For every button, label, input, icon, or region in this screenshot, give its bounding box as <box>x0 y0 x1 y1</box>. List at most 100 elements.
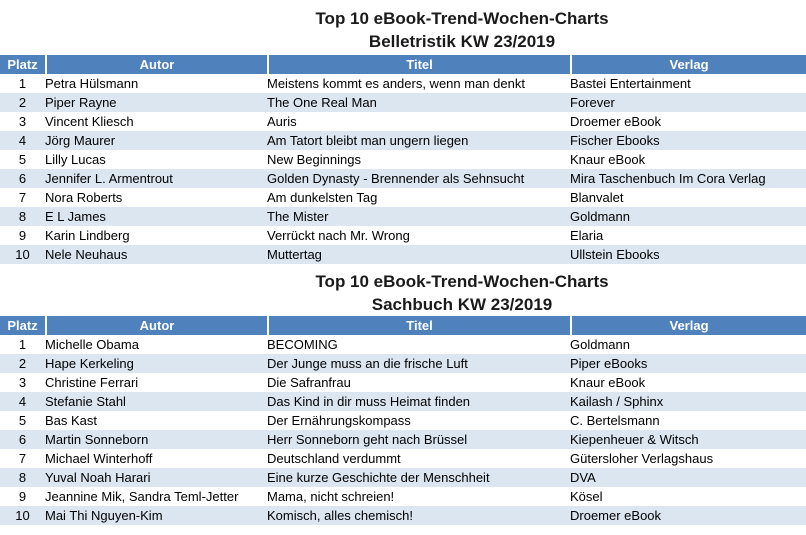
column-header-verlag: Verlag <box>570 55 806 74</box>
cell-titel: New Beginnings <box>267 152 361 167</box>
cell-titel: Komisch, alles chemisch! <box>267 506 570 525</box>
cell-autor: Petra Hülsmann <box>45 76 139 91</box>
cell-autor: Jeannine Mik, Sandra Teml-Jetter <box>45 489 239 504</box>
page-title-sachbuch-line1: Top 10 eBook-Trend-Wochen-Charts <box>315 272 609 291</box>
cell-platz: 3 <box>18 375 27 390</box>
cell-titel: Herr Sonneborn geht nach Brüssel <box>267 430 570 449</box>
cell-titel: Verrückt nach Mr. Wrong <box>267 228 410 243</box>
cell-verlag: Gütersloher Verlagshaus <box>570 451 714 466</box>
cell-titel: Eine kurze Geschichte der Menschheit <box>267 468 570 487</box>
cell-titel: Die Safranfrau <box>267 375 351 390</box>
cell-autor: Yuval Noah Harari <box>45 468 267 487</box>
table-row: 2 Hape Kerkeling Der Junge muss an die fri… <box>0 354 806 373</box>
cell-verlag: Bastei Entertainment <box>570 76 691 91</box>
cell-verlag: Kiepenheuer & Witsch <box>570 430 806 449</box>
cell-titel: Meistens kommt es anders, wenn man denkt <box>267 76 525 91</box>
cell-autor: Lilly Lucas <box>45 152 106 167</box>
column-header-platz: Platz <box>0 55 45 74</box>
cell-platz: 7 <box>18 190 27 205</box>
cell-titel: Deutschland verdummt <box>267 451 401 466</box>
cell-verlag: Ullstein Ebooks <box>570 245 806 264</box>
cell-titel: BECOMING <box>267 337 338 352</box>
cell-verlag: Droemer eBook <box>570 114 662 129</box>
cell-autor: Hape Kerkeling <box>45 354 267 373</box>
cell-platz: 4 <box>0 131 45 150</box>
cell-platz: 8 <box>0 207 45 226</box>
cell-verlag: Goldmann <box>570 337 630 352</box>
cell-platz: 1 <box>18 76 27 91</box>
cell-verlag: Knaur eBook <box>570 375 646 390</box>
cell-platz: 6 <box>0 169 45 188</box>
table-header-row: Platz Autor Titel Verlag <box>0 316 806 335</box>
cell-platz: 10 <box>0 245 45 264</box>
table-belletristik: Platz Autor Titel Verlag 1 Petra Hülsmann… <box>0 55 806 264</box>
cell-platz: 5 <box>18 152 27 167</box>
cell-verlag: Mira Taschenbuch Im Cora Verlag <box>570 169 806 188</box>
cell-platz: 9 <box>18 228 27 243</box>
cell-verlag: Droemer eBook <box>570 506 806 525</box>
column-header-autor: Autor <box>45 316 267 335</box>
table-row: 1 Petra Hülsmann Meistens kommt es anders,… <box>0 74 806 93</box>
column-header-titel: Titel <box>267 55 570 74</box>
cell-autor: Nele Neuhaus <box>45 245 267 264</box>
table-header-row: Platz Autor Titel Verlag <box>0 55 806 74</box>
cell-autor: Karin Lindberg <box>45 228 130 243</box>
cell-verlag: Elaria <box>570 228 604 243</box>
cell-titel: Das Kind in dir muss Heimat finden <box>267 392 570 411</box>
cell-platz: 7 <box>18 451 27 466</box>
cell-autor: Piper Rayne <box>45 93 267 112</box>
cell-titel: Der Ernährungskompass <box>267 413 411 428</box>
cell-verlag: Goldmann <box>570 207 806 226</box>
cell-platz: 5 <box>18 413 27 428</box>
table-row: 5 Lilly Lucas New Beginnings Knaur eBook <box>0 150 806 169</box>
cell-titel: Golden Dynasty - Brennender als Sehnsuch… <box>267 169 570 188</box>
cell-autor: Martin Sonneborn <box>45 430 267 449</box>
cell-autor: E L James <box>45 207 267 226</box>
cell-autor: Michael Winterhoff <box>45 451 153 466</box>
cell-verlag: Fischer Ebooks <box>570 131 806 150</box>
cell-platz: 10 <box>0 506 45 525</box>
table-row: 9 Jeannine Mik, Sandra Teml-Jetter Mama, n… <box>0 487 806 506</box>
table-row: 1 Michelle Obama BECOMING Goldmann <box>0 335 806 354</box>
cell-autor: Bas Kast <box>45 413 98 428</box>
cell-autor: Vincent Kliesch <box>45 114 134 129</box>
cell-autor: Michelle Obama <box>45 337 139 352</box>
column-header-autor: Autor <box>45 55 267 74</box>
belletristik-title-block: Top 10 eBook-Trend-Wochen-Charts Belletr… <box>118 0 806 55</box>
cell-titel: The Mister <box>267 207 570 226</box>
cell-titel: Mama, nicht schreien! <box>267 489 395 504</box>
cell-verlag: Blanvalet <box>570 190 624 205</box>
cell-platz: 8 <box>0 468 45 487</box>
cell-verlag: Piper eBooks <box>570 354 806 373</box>
column-header-verlag: Verlag <box>570 316 806 335</box>
table-row: 10 Nele Neuhaus Muttertag Ullstein Ebooks <box>0 245 806 264</box>
column-header-titel: Titel <box>267 316 570 335</box>
cell-autor: Christine Ferrari <box>45 375 139 390</box>
table-row: 6 Martin Sonneborn Herr Sonneborn geht nac… <box>0 430 806 449</box>
page-title-sachbuch-line2: Sachbuch KW 23/2019 <box>371 295 553 314</box>
sachbuch-title-block: Top 10 eBook-Trend-Wochen-Charts Sachbuc… <box>118 264 806 316</box>
table-row: 10 Mai Thi Nguyen-Kim Komisch, alles chemi… <box>0 506 806 525</box>
cell-autor: Jörg Maurer <box>45 131 267 150</box>
table-row: 4 Stefanie Stahl Das Kind in dir muss Heim… <box>0 392 806 411</box>
cell-autor: Nora Roberts <box>45 190 123 205</box>
cell-platz: 1 <box>18 337 27 352</box>
cell-verlag: Kösel <box>570 489 603 504</box>
cell-verlag: Forever <box>570 93 806 112</box>
cell-verlag: Kailash / Sphinx <box>570 392 806 411</box>
cell-autor: Jennifer L. Armentrout <box>45 169 267 188</box>
cell-platz: 4 <box>0 392 45 411</box>
cell-autor: Stefanie Stahl <box>45 392 267 411</box>
cell-titel: Muttertag <box>267 245 570 264</box>
cell-titel: The One Real Man <box>267 93 570 112</box>
page-title-belletristik-line1: Top 10 eBook-Trend-Wochen-Charts <box>315 9 609 28</box>
table-row: 3 Vincent Kliesch Auris Droemer eBook <box>0 112 806 131</box>
table-row: 8 Yuval Noah Harari Eine kurze Geschichte … <box>0 468 806 487</box>
table-row: 6 Jennifer L. Armentrout Golden Dynasty - … <box>0 169 806 188</box>
cell-titel: Am Tatort bleibt man ungern liegen <box>267 131 570 150</box>
cell-platz: 6 <box>0 430 45 449</box>
table-row: 5 Bas Kast Der Ernährungskompass C. Bertels… <box>0 411 806 430</box>
cell-verlag: C. Bertelsmann <box>570 413 660 428</box>
page-title-belletristik-line2: Belletristik KW 23/2019 <box>368 32 556 51</box>
